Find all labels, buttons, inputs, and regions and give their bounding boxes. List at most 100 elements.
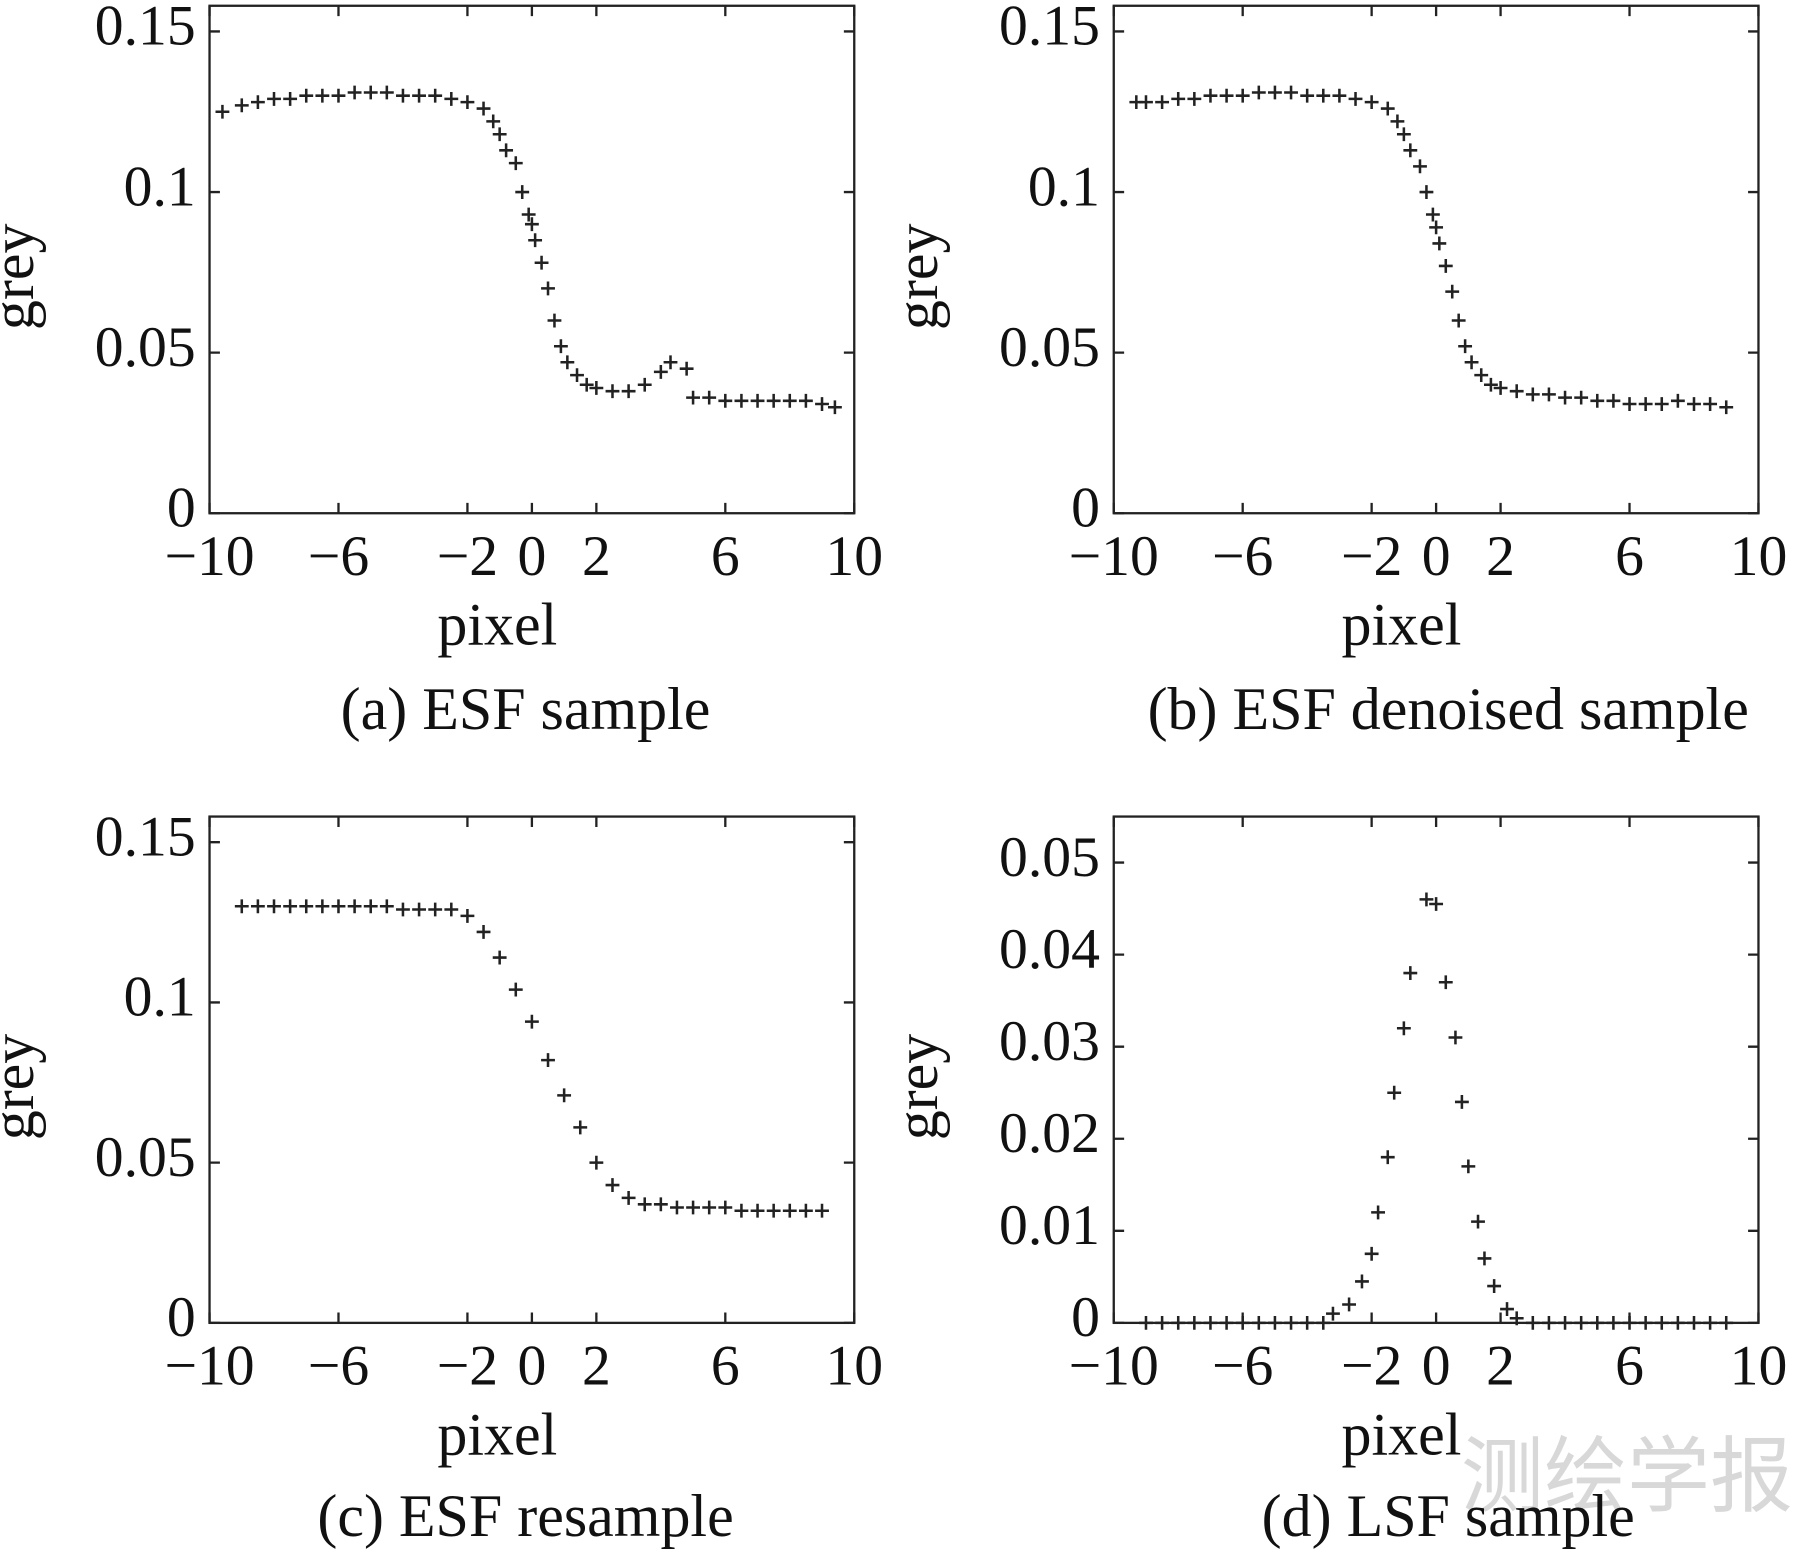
data-point (670, 1200, 684, 1215)
x-tick-label: 6 (711, 525, 740, 588)
data-point (428, 902, 443, 917)
data-point (524, 217, 539, 232)
data-point (1719, 1315, 1734, 1330)
data-point (396, 902, 410, 917)
x-tick-label: 2 (1486, 1335, 1515, 1398)
y-tick-label: 0 (1071, 1286, 1100, 1349)
x-axis-label: pixel (437, 592, 557, 658)
data-point (315, 88, 330, 103)
plot-frame (1112, 815, 1760, 1325)
data-point (528, 233, 543, 248)
x-tick-label: −10 (164, 1335, 254, 1398)
data-point (1438, 975, 1453, 990)
data-point (1139, 1315, 1153, 1330)
x-tick-label: 0 (517, 525, 546, 588)
x-axis-label: pixel (1342, 592, 1462, 658)
data-point (637, 1197, 652, 1212)
data-point (1187, 1315, 1202, 1330)
data-point (215, 104, 230, 119)
data-point (508, 982, 523, 997)
data-point (1493, 381, 1508, 395)
data-point (570, 368, 584, 383)
data-point (1606, 393, 1621, 408)
data-point (589, 1155, 604, 1170)
data-point (1390, 114, 1405, 129)
data-point (428, 88, 443, 103)
plot-frame (1112, 4, 1760, 515)
data-point (524, 1014, 539, 1029)
data-point (782, 393, 797, 408)
data-point (299, 88, 314, 103)
data-point (1451, 313, 1466, 328)
data-point (1574, 1315, 1589, 1330)
x-axis-label: pixel (1342, 1401, 1462, 1467)
y-tick-label: 0.01 (999, 1194, 1100, 1257)
data-point (1342, 1297, 1356, 1312)
data-point (1413, 159, 1427, 174)
data-point (1300, 88, 1315, 103)
data-point (1316, 1315, 1331, 1330)
data-point (1525, 1315, 1540, 1330)
x-tick-label: −2 (437, 525, 498, 588)
data-point (1326, 1306, 1340, 1321)
data-point (1235, 88, 1250, 103)
data-point (1638, 1315, 1653, 1330)
data-point (444, 902, 459, 917)
x-tick-label: 6 (1615, 1335, 1644, 1398)
data-point (653, 1197, 668, 1212)
data-point (1364, 1246, 1379, 1261)
data-point (1638, 397, 1653, 411)
x-tick-label: 2 (582, 1335, 611, 1398)
data-point (605, 384, 620, 399)
y-tick-label: 0.05 (95, 1126, 196, 1189)
x-tick-label: 10 (825, 525, 883, 588)
data-point (1429, 897, 1444, 911)
data-point (1703, 397, 1718, 411)
data-point (1461, 1159, 1476, 1174)
data-point (1380, 101, 1395, 116)
data-point (547, 313, 562, 328)
data-point (250, 95, 265, 110)
data-point (460, 908, 475, 923)
data-point (734, 1203, 749, 1218)
x-tick-label: −6 (1212, 525, 1273, 588)
data-point (750, 1203, 765, 1218)
data-point (557, 1088, 572, 1103)
data-point (508, 156, 523, 171)
data-point (234, 98, 249, 113)
data-point (1574, 390, 1589, 405)
data-point (486, 114, 501, 129)
data-point (1719, 400, 1734, 415)
data-point (605, 1178, 620, 1193)
x-tick-label: 10 (1730, 525, 1788, 588)
data-point (331, 899, 346, 914)
data-point (663, 355, 678, 370)
data-point (1235, 1315, 1250, 1330)
watermark: 测绘学报 (1461, 1428, 1793, 1525)
data-point (1590, 1315, 1605, 1330)
data-point (1474, 368, 1489, 383)
y-tick-label: 0.15 (999, 0, 1100, 58)
data-point (1155, 95, 1170, 110)
data-point (1268, 85, 1282, 100)
data-point (1429, 220, 1444, 235)
data-point (1438, 259, 1453, 273)
data-point (283, 899, 298, 914)
data-point (331, 88, 346, 103)
data-point (1448, 1030, 1463, 1045)
x-tick-label: 0 (1422, 1335, 1451, 1398)
data-point (1464, 355, 1479, 370)
y-tick-label: 0.1 (124, 966, 196, 1029)
data-point (686, 1200, 700, 1215)
data-point (718, 393, 733, 408)
data-point (589, 381, 604, 395)
data-point (1284, 1315, 1298, 1330)
data-point (1300, 1315, 1315, 1330)
data-point (827, 400, 842, 415)
data-point (1622, 1315, 1637, 1330)
data-point (460, 95, 475, 110)
x-tick-label: −2 (1341, 1335, 1402, 1398)
x-tick-label: 0 (1422, 525, 1451, 588)
data-point (1654, 1315, 1669, 1330)
data-point (1454, 1095, 1469, 1109)
